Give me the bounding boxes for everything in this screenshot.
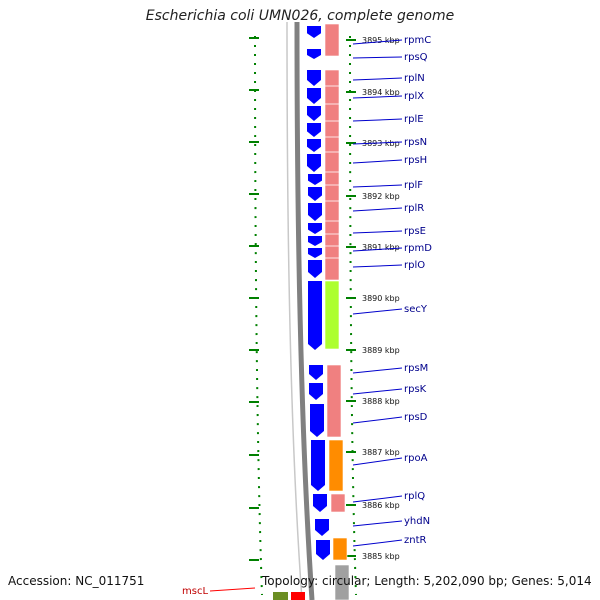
gene-label-rplq: rplQ xyxy=(404,491,425,502)
gene-label-secy: secY xyxy=(404,304,428,315)
gene-leader-line xyxy=(352,520,403,527)
gene-leader-line xyxy=(352,207,403,212)
gene-leader-line xyxy=(352,457,403,466)
gene-arrow xyxy=(308,281,322,350)
gene-label-rpsq: rpsQ xyxy=(404,52,428,63)
gene-arrow xyxy=(307,26,321,38)
gene-leader-line xyxy=(352,141,403,145)
gene-arrow xyxy=(308,203,322,221)
gene-labels: rpmC rpsQ rplN rplX rplE rpsN rpsH rplF rplR rpsE… xyxy=(182,35,432,597)
gene-leader-line xyxy=(352,230,403,234)
gene-arrows xyxy=(307,26,330,560)
feature-block xyxy=(334,564,350,600)
gene-arrow xyxy=(307,70,321,86)
gene-arrow xyxy=(308,174,322,185)
gene-label-rplf: rplF xyxy=(404,180,423,191)
feature-block xyxy=(332,537,348,561)
scale-tick-label: 3894 kbp xyxy=(362,88,400,97)
gene-label-rpmd: rpmD xyxy=(404,243,432,254)
feature-track xyxy=(273,23,350,600)
gene-label-rpsd: rpsD xyxy=(404,412,428,423)
gene-label-mscl: mscL xyxy=(182,586,208,597)
scale-tick-label: 3885 kbp xyxy=(362,552,400,561)
gene-label-rpsm: rpsM xyxy=(404,363,428,374)
gene-leader-line xyxy=(352,539,403,547)
gene-leader-line xyxy=(352,367,403,374)
feature-block xyxy=(324,69,340,281)
gene-leader-line xyxy=(352,247,403,252)
gene-arrow xyxy=(311,440,325,491)
gene-leader-line xyxy=(352,264,403,268)
gene-arrow xyxy=(307,88,321,104)
gene-arrow xyxy=(310,404,324,437)
gene-arrow xyxy=(307,106,321,121)
gene-label-yhdn: yhdN xyxy=(404,516,430,527)
gene-arrow xyxy=(309,365,323,380)
left-major-ticks xyxy=(249,37,259,561)
gene-leader-line xyxy=(352,388,403,395)
gene-label-rplo: rplO xyxy=(404,260,425,271)
gene-arrow xyxy=(316,540,330,560)
gene-leader-line xyxy=(352,95,403,99)
feature-block xyxy=(324,23,340,57)
gene-arrow xyxy=(308,187,322,201)
gene-arrow xyxy=(308,260,322,278)
gene-leader-line xyxy=(352,159,403,164)
gene-arrow xyxy=(309,383,323,400)
accession-text: Accession: NC_011751 xyxy=(8,574,145,588)
scale-tick-label: 3889 kbp xyxy=(362,346,400,355)
gene-leader-line xyxy=(352,39,403,45)
scale-ticks: 3895 kbp 3894 kbp 3893 kbp 3892 kbp 3891 kbp… xyxy=(346,36,400,561)
scale-tick-label: 3891 kbp xyxy=(362,243,400,252)
gene-label-rpmc: rpmC xyxy=(404,35,431,46)
feature-block xyxy=(330,493,346,513)
feature-block xyxy=(326,364,342,438)
gene-leader-line xyxy=(352,184,403,188)
gene-leader-line xyxy=(352,56,403,59)
gene-label-rplr: rplR xyxy=(404,203,424,214)
feature-block xyxy=(273,592,288,600)
gene-label-zntr: zntR xyxy=(404,535,427,546)
gene-label-rpln: rplN xyxy=(404,73,425,84)
gene-label-rpoa: rpoA xyxy=(404,453,428,464)
gene-arrow xyxy=(307,154,321,172)
gene-label-rplx: rplX xyxy=(404,91,424,102)
gene-label-rpsh: rpsH xyxy=(404,155,427,166)
gene-label-rpse: rpsE xyxy=(404,226,426,237)
gene-arrow xyxy=(307,49,321,59)
gene-leader-line xyxy=(352,118,403,122)
gene-label-rple: rplE xyxy=(404,114,424,125)
gene-arrow xyxy=(315,519,329,536)
gene-arrow xyxy=(307,123,321,137)
gene-arrow xyxy=(307,139,321,152)
genome-backbone xyxy=(286,21,315,600)
gene-leader-line xyxy=(352,416,403,424)
scale-dots xyxy=(254,35,357,596)
gene-label-rpsk: rpsK xyxy=(404,384,427,395)
feature-block xyxy=(324,280,340,350)
scale-tick-label: 3895 kbp xyxy=(362,36,400,45)
map-title: Escherichia coli UMN026, complete genome xyxy=(145,8,455,24)
scale-tick-label: 3893 kbp xyxy=(362,139,400,148)
gene-label-rpsn: rpsN xyxy=(404,137,427,148)
gene-leader-line xyxy=(209,587,256,592)
gene-arrow xyxy=(308,223,322,234)
scale-tick-label: 3887 kbp xyxy=(362,448,400,457)
feature-block xyxy=(328,439,344,492)
gene-leader-line xyxy=(352,308,403,315)
gene-leader-line xyxy=(352,495,403,503)
scale-tick-label: 3892 kbp xyxy=(362,192,400,201)
genome-summary: Topology: circular; Length: 5,202,090 bp… xyxy=(262,574,592,588)
scale-tick-label: 3886 kbp xyxy=(362,501,400,510)
gene-arrow xyxy=(308,236,322,246)
scale-tick-label: 3890 kbp xyxy=(362,294,400,303)
scale-tick-label: 3888 kbp xyxy=(362,397,400,406)
gene-arrow xyxy=(313,494,327,512)
feature-block xyxy=(291,592,305,600)
gene-arrow xyxy=(308,248,322,258)
gene-leader-line xyxy=(352,77,403,81)
